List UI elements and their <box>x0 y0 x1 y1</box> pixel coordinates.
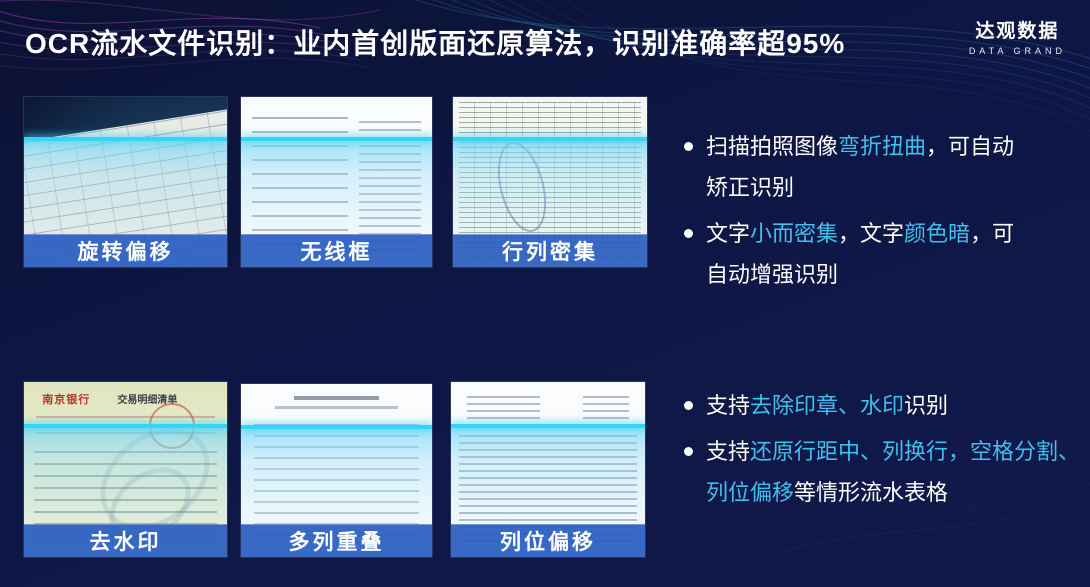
feature-list-bottom: 支持去除印章、水印识别支持还原行距中、列换行，空格分割、 列位偏移等情形流水表格 <box>684 385 1090 513</box>
brand-logo-cn: 达观数据 <box>975 21 1060 42</box>
bullet-text: 扫描拍照图像弯折扭曲，可自动 矫正识别 <box>706 134 1015 200</box>
sample-watermark-removal: 南京银行 交易明细清单 去水印 <box>23 381 228 558</box>
sample-overlapping-columns: 多列重叠 <box>240 383 433 558</box>
sample-caption: 行列密集 <box>453 234 647 267</box>
statement-title: 交易明细清单 <box>117 394 178 406</box>
page-title: OCR流水文件识别：业内首创版面还原算法，识别准确率超95% <box>25 28 846 59</box>
header-block-right <box>582 396 630 424</box>
scan-highlight-overlay <box>24 423 227 524</box>
bullet-item: 文字小而密集，文字颜色暗，可 自动增强识别 <box>684 213 1090 295</box>
bullet-dot <box>684 447 693 456</box>
feature-list-top: 扫描拍照图像弯折扭曲，可自动 矫正识别 文字小而密集，文字颜色暗，可 自动增强识别 <box>684 126 1090 295</box>
brand-logo-en: DATA GRAND <box>968 46 1066 56</box>
scan-highlight-overlay <box>241 137 432 234</box>
sample-rotated-offset: 旋转偏移 <box>23 96 228 268</box>
sample-borderless-table: 无线框 <box>240 96 433 268</box>
bullet-text: 支持还原行距中、列换行，空格分割、 列位偏移等情形流水表格 <box>706 439 1081 505</box>
doc-title-line <box>294 396 379 401</box>
scan-highlight-overlay <box>451 423 645 524</box>
brand-logo: 达观数据 DATA GRAND <box>969 16 1066 56</box>
sample-dense-grid: 行列密集 <box>452 96 648 268</box>
bullet-dot <box>684 401 693 410</box>
bullet-text: 文字小而密集，文字颜色暗，可 自动增强识别 <box>706 221 1015 287</box>
bullet-item: 支持去除印章、水印识别 <box>684 385 1090 426</box>
sample-caption: 去水印 <box>24 524 227 557</box>
sample-caption: 无线框 <box>241 234 432 267</box>
sample-caption: 旋转偏移 <box>24 234 227 267</box>
scan-highlight-overlay <box>453 137 647 234</box>
sample-caption: 列位偏移 <box>451 524 645 557</box>
sample-column-shift: 列位偏移 <box>450 381 646 558</box>
bullet-item: 扫描拍照图像弯折扭曲，可自动 矫正识别 <box>684 126 1090 208</box>
bullet-dot <box>684 229 693 238</box>
sample-caption: 多列重叠 <box>241 524 432 557</box>
doc-subtitle-line <box>275 406 398 410</box>
scan-highlight-overlay <box>24 137 227 234</box>
bullet-dot <box>684 142 693 151</box>
header-block-left <box>466 396 541 424</box>
scan-highlight-overlay <box>241 424 432 524</box>
bank-name: 南京银行 <box>42 393 91 406</box>
bullet-item: 支持还原行距中、列换行，空格分割、 列位偏移等情形流水表格 <box>684 431 1090 513</box>
bullet-text: 支持去除印章、水印识别 <box>706 393 949 418</box>
